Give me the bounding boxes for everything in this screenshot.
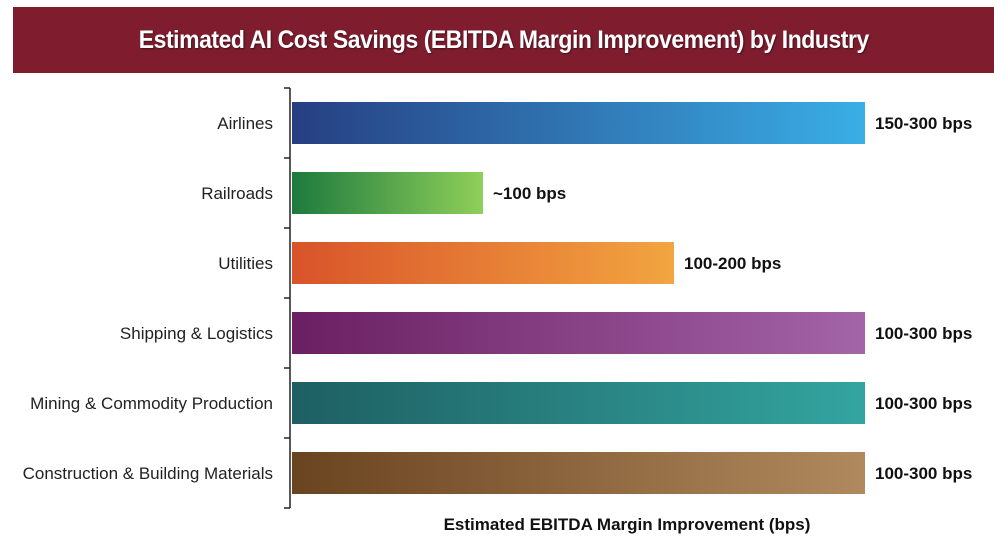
data-label: 100-300 bps xyxy=(875,464,972,483)
chart-title: Estimated AI Cost Savings (EBITDA Margin… xyxy=(138,25,869,54)
bar xyxy=(292,452,865,494)
category-label: Shipping & Logistics xyxy=(120,324,273,343)
chart-title-bar: Estimated AI Cost Savings (EBITDA Margin… xyxy=(13,7,994,73)
bar xyxy=(292,102,865,144)
category-label: Airlines xyxy=(217,114,273,133)
data-label: 100-200 bps xyxy=(684,254,781,273)
data-label: 150-300 bps xyxy=(875,114,972,133)
bar xyxy=(292,382,865,424)
data-label: ~100 bps xyxy=(493,184,566,203)
bar xyxy=(292,312,865,354)
data-label: 100-300 bps xyxy=(875,394,972,413)
category-label: Utilities xyxy=(218,254,273,273)
bar xyxy=(292,242,674,284)
x-axis-label: Estimated EBITDA Margin Improvement (bps… xyxy=(444,515,811,534)
data-label: 100-300 bps xyxy=(875,324,972,343)
bar xyxy=(292,172,483,214)
category-label: Railroads xyxy=(201,184,273,203)
category-label: Construction & Building Materials xyxy=(23,464,273,483)
category-label: Mining & Commodity Production xyxy=(30,394,273,413)
